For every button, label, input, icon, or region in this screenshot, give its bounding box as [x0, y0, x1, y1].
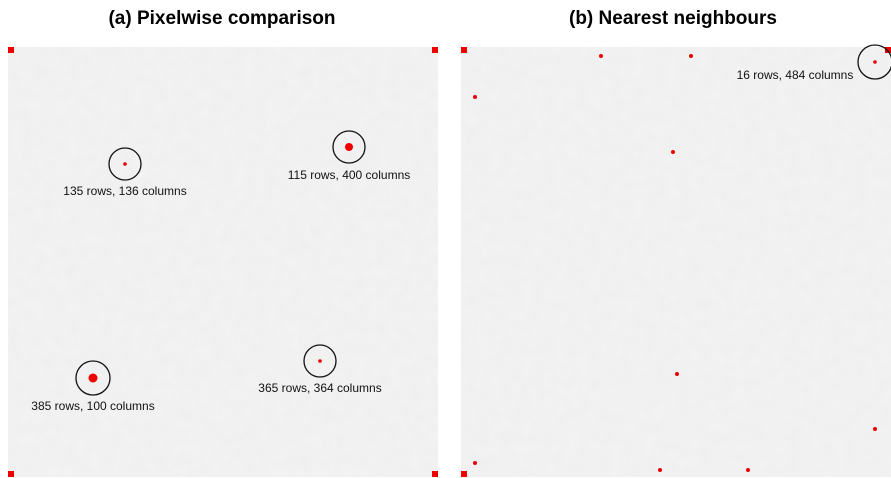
page: {"panels": [ {"title": "(a) Pixelwise co…	[0, 0, 891, 478]
image-panel-a: 135 rows, 136 columns 115 rows, 400 colu…	[8, 47, 438, 477]
panel-title: (b) Nearest neighbours	[569, 8, 777, 29]
annotation: 115 rows, 400 columns	[288, 168, 411, 182]
image-panel-b: 16 rows, 484 columns	[461, 45, 891, 477]
annotation: 135 rows, 136 columns	[63, 184, 186, 198]
annotation: 365 rows, 364 columns	[258, 381, 381, 395]
figure: (a) Pixelwise comparison (b) Nearest nei…	[0, 0, 891, 478]
annotation: 16 rows, 484 columns	[737, 68, 854, 82]
panel-title: (a) Pixelwise comparison	[108, 8, 335, 29]
annotation: 385 rows, 100 columns	[31, 399, 154, 413]
